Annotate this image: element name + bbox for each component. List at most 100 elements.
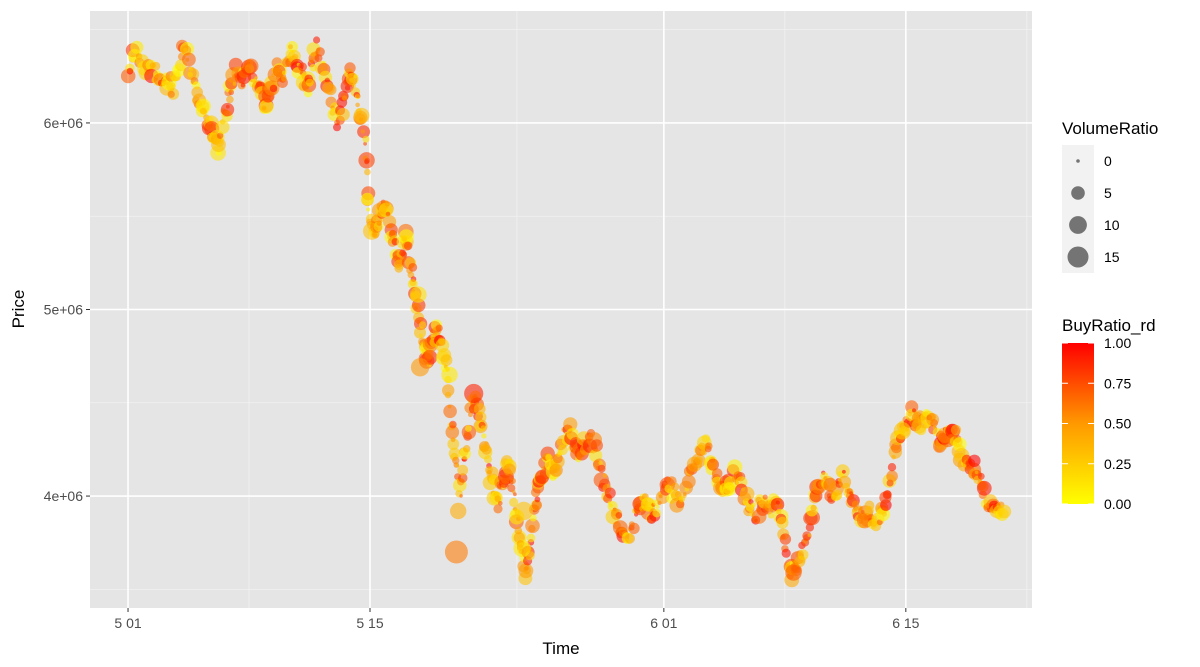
data-point	[849, 491, 853, 496]
data-point	[513, 492, 517, 497]
data-point	[243, 58, 259, 74]
data-point	[810, 504, 817, 511]
data-point	[336, 108, 350, 121]
data-point	[797, 549, 809, 561]
data-point	[269, 84, 278, 93]
color-legend-label: 0.50	[1104, 416, 1131, 432]
data-point	[514, 501, 533, 521]
data-point	[410, 358, 430, 377]
data-point	[615, 512, 623, 519]
data-point	[779, 533, 792, 545]
data-point	[781, 548, 791, 558]
data-point	[259, 99, 274, 115]
data-point	[167, 88, 180, 100]
data-point	[950, 424, 962, 436]
data-point	[126, 67, 134, 75]
y-axis-title: Price	[9, 290, 28, 329]
data-point	[228, 89, 234, 96]
data-point	[484, 455, 492, 464]
data-point	[313, 36, 321, 44]
data-point	[281, 70, 287, 76]
data-point	[831, 489, 843, 501]
data-point	[286, 41, 299, 53]
size-legend-label: 5	[1104, 185, 1112, 201]
size-legend-label: 0	[1104, 153, 1112, 169]
data-point	[442, 384, 455, 397]
data-point	[201, 109, 208, 115]
data-point	[494, 495, 501, 502]
data-point	[441, 366, 458, 383]
data-point	[624, 533, 635, 544]
size-legend-circle	[1067, 246, 1089, 268]
data-point	[364, 168, 371, 176]
data-point	[352, 83, 356, 88]
data-point	[366, 207, 371, 212]
data-point	[450, 502, 467, 520]
data-point	[450, 437, 456, 443]
data-point	[503, 463, 516, 477]
data-point	[180, 42, 195, 56]
y-tick-label: 5e+06	[44, 302, 84, 318]
data-point	[681, 474, 696, 489]
data-point	[602, 473, 608, 478]
size-legend-title: VolumeRatio	[1062, 119, 1158, 138]
data-point	[376, 220, 382, 226]
data-point	[997, 504, 1012, 519]
data-point	[435, 324, 443, 332]
size-legend-circle	[1076, 159, 1080, 163]
data-point	[403, 241, 413, 251]
data-point	[195, 98, 211, 114]
data-point	[531, 499, 542, 511]
data-point	[493, 504, 503, 514]
data-point	[215, 138, 224, 147]
data-point	[976, 480, 992, 496]
data-point	[891, 442, 902, 454]
data-point	[590, 439, 603, 452]
data-point	[281, 75, 287, 82]
data-point	[776, 516, 789, 529]
data-point	[358, 152, 375, 169]
data-point	[529, 514, 537, 522]
data-point	[484, 441, 489, 446]
data-point	[443, 404, 457, 419]
data-point	[440, 354, 453, 367]
data-point	[509, 497, 519, 507]
data-point	[355, 102, 360, 108]
data-point	[481, 433, 487, 439]
data-point	[398, 229, 414, 245]
data-point	[452, 456, 460, 465]
color-legend-label: 0.25	[1104, 456, 1131, 472]
data-point	[353, 74, 358, 79]
data-point	[355, 93, 361, 99]
data-point	[481, 444, 492, 455]
data-point	[232, 81, 237, 86]
data-point	[400, 251, 408, 258]
data-point	[240, 83, 246, 88]
data-point	[408, 263, 418, 272]
data-point	[254, 76, 258, 80]
color-legend-label: 1.00	[1104, 335, 1131, 351]
data-point	[298, 62, 307, 72]
data-point	[598, 460, 603, 466]
data-point	[315, 47, 325, 57]
x-tick-label: 5 01	[114, 615, 141, 631]
x-tick-label: 6 01	[650, 615, 677, 631]
data-point	[767, 512, 775, 519]
data-point	[457, 464, 469, 476]
data-point	[342, 95, 348, 101]
data-point	[882, 490, 892, 500]
data-point	[952, 437, 967, 452]
data-point	[509, 477, 516, 485]
y-tick-label: 4e+06	[44, 488, 84, 504]
data-point	[807, 533, 812, 537]
data-point	[597, 464, 606, 473]
data-point	[893, 422, 912, 440]
data-point	[344, 62, 356, 74]
data-point	[215, 120, 230, 134]
data-point	[694, 456, 703, 465]
color-legend: BuyRatio_rd 1.00 0.75 0.50 0.25 0.00	[1062, 316, 1156, 512]
data-point	[449, 420, 457, 429]
data-point	[151, 61, 161, 71]
data-point	[455, 463, 460, 468]
axes: 5 01 5 15 6 01 6 15 4e+06 5e+06 6e+06	[44, 115, 920, 631]
